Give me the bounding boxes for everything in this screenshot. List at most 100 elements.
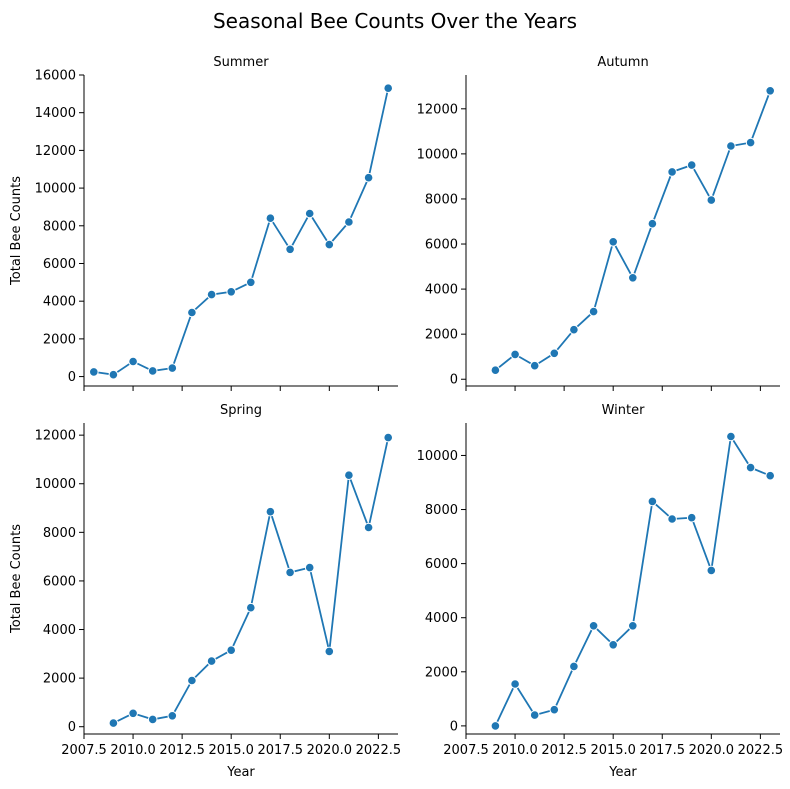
x-tick-label: 2022.5 — [356, 743, 402, 758]
data-point — [628, 621, 638, 631]
y-tick-label: 12000 — [35, 429, 76, 444]
x-tick-label: 2010.0 — [492, 743, 538, 758]
data-point — [187, 675, 197, 686]
data-point — [383, 83, 394, 93]
y-tick-label: 8000 — [425, 503, 458, 518]
data-point — [529, 710, 540, 720]
chart-panels: Summer 0 2000 4000 6000 8000 10000 12000 14000 16… — [9, 55, 783, 780]
panel-title: Summer — [213, 55, 269, 70]
data-point — [667, 514, 677, 524]
panel-title: Autumn — [597, 55, 648, 70]
data-point — [569, 661, 579, 672]
x-tick-label: 2010.0 — [110, 743, 156, 758]
x-tick-label: 2015.0 — [590, 743, 636, 758]
y-axis-label: Total Bee Counts — [9, 524, 24, 634]
data-point — [706, 565, 717, 576]
data-point — [206, 656, 217, 666]
y-tick-label: 8000 — [43, 219, 76, 234]
panel-title: Spring — [220, 403, 262, 418]
x-tick-label: 2012.5 — [541, 743, 587, 758]
series-line — [494, 90, 772, 371]
data-point — [490, 365, 501, 376]
data-point — [549, 348, 560, 359]
y-tick-label: 8000 — [43, 526, 76, 541]
series-line — [112, 437, 390, 724]
y-tick-label: 14000 — [35, 106, 76, 121]
y-tick-label: 2000 — [425, 665, 458, 680]
data-point — [246, 277, 256, 288]
data-point — [608, 237, 619, 247]
data-point — [147, 366, 158, 376]
x-tick-label: 2007.5 — [443, 743, 489, 758]
x-tick-label: 2007.5 — [61, 743, 107, 758]
data-point — [363, 172, 374, 183]
data-point — [226, 287, 236, 297]
data-point — [510, 349, 520, 360]
y-tick-label: 6000 — [43, 574, 76, 589]
y-tick-label: 4000 — [425, 611, 458, 626]
data-point — [726, 141, 736, 151]
series-line — [93, 88, 390, 376]
data-point — [304, 562, 315, 573]
data-point — [569, 324, 579, 335]
panel-title: Winter — [602, 403, 646, 418]
y-tick-label: 2000 — [43, 672, 76, 687]
data-point — [549, 704, 560, 715]
data-point — [108, 369, 119, 380]
y-tick-label: 6000 — [425, 557, 458, 572]
data-point — [167, 711, 178, 721]
data-point — [706, 195, 717, 205]
y-tick-label: 0 — [68, 370, 76, 385]
data-point — [726, 431, 736, 442]
data-point — [510, 679, 520, 689]
figure-title: Seasonal Bee Counts Over the Years — [213, 9, 577, 33]
data-point — [304, 208, 315, 219]
data-point — [324, 646, 335, 657]
data-point — [588, 621, 599, 631]
y-tick-label: 4000 — [43, 295, 76, 310]
data-point — [147, 714, 158, 725]
data-point — [167, 363, 178, 373]
x-tick-label: 2020.0 — [689, 743, 735, 758]
y-tick-label: 10000 — [35, 477, 76, 492]
y-tick-label: 6000 — [43, 257, 76, 272]
y-tick-label: 2000 — [425, 328, 458, 343]
data-point — [344, 217, 354, 227]
data-point — [285, 244, 295, 255]
data-point — [363, 522, 374, 533]
panel-summer: Summer 0 2000 4000 6000 8000 10000 12000 14000 16… — [9, 55, 398, 391]
y-tick-label: 10000 — [35, 182, 76, 197]
y-tick-label: 12000 — [35, 144, 76, 159]
data-point — [765, 470, 776, 481]
y-tick-label: 10000 — [417, 449, 458, 464]
data-point — [265, 506, 276, 517]
data-point — [608, 640, 619, 650]
data-point — [765, 86, 776, 96]
data-point — [265, 213, 276, 223]
x-tick-label: 2017.5 — [640, 743, 686, 758]
series-line — [494, 433, 771, 727]
data-point — [686, 512, 697, 523]
data-point — [187, 307, 197, 318]
data-point — [206, 289, 217, 300]
data-point — [108, 718, 119, 728]
data-point — [383, 432, 394, 443]
y-tick-label: 16000 — [35, 69, 76, 84]
data-point — [667, 167, 677, 177]
data-point — [128, 708, 138, 719]
x-axis-label: Year — [226, 765, 255, 780]
y-tick-label: 12000 — [417, 102, 458, 117]
data-point — [529, 360, 540, 371]
y-tick-label: 4000 — [425, 283, 458, 298]
y-tick-label: 8000 — [425, 192, 458, 207]
x-tick-label: 2017.5 — [258, 743, 304, 758]
data-point — [628, 273, 638, 283]
data-point — [745, 462, 756, 473]
y-tick-label: 10000 — [417, 147, 458, 162]
panel-autumn: Autumn 0 2000 4000 6000 8000 10000 12000 — [417, 55, 780, 391]
data-point — [344, 470, 354, 481]
y-tick-label: 0 — [450, 719, 458, 734]
y-tick-label: 4000 — [43, 623, 76, 638]
x-tick-label: 2015.0 — [208, 743, 254, 758]
